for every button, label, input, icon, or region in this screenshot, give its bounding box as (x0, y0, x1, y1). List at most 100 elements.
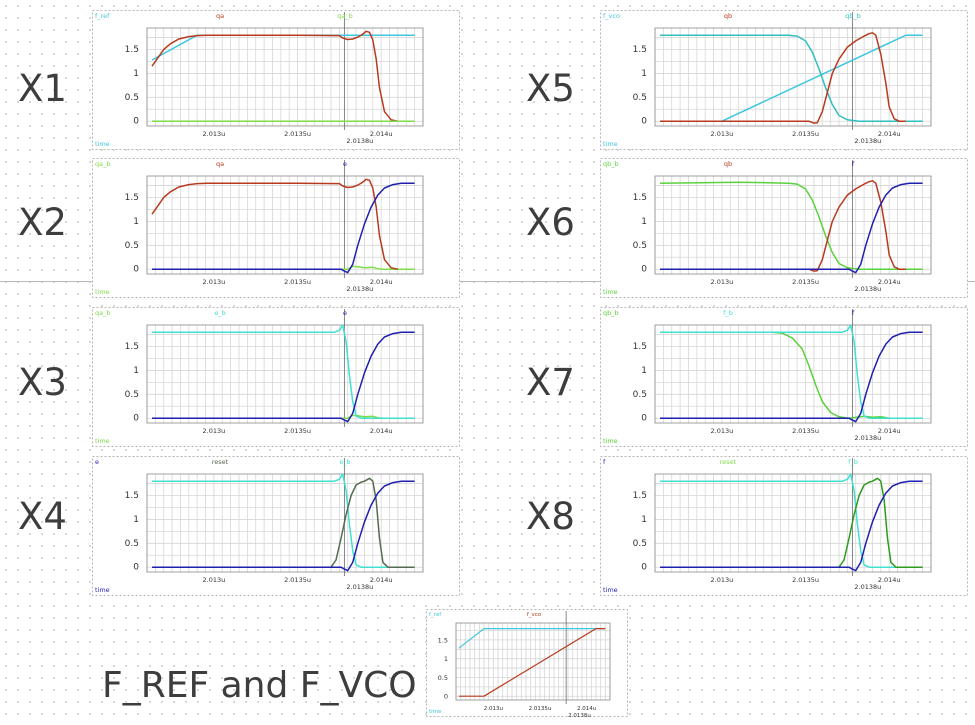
y-tick-label: 0 (641, 117, 647, 127)
legend-label: f_ref (95, 12, 110, 20)
y-tick-label: 1.5 (125, 342, 139, 352)
series-line-e (152, 331, 415, 423)
legend-label: qb_b (603, 309, 619, 317)
x-tick-label: 2.013u (203, 427, 226, 435)
label-x6: X6 (526, 201, 575, 244)
panel-frame (92, 307, 460, 447)
series-line-qa (151, 30, 399, 122)
y-tick-label: 0.5 (633, 539, 647, 549)
y-tick-label: 0 (641, 265, 647, 275)
x-tick-label: 2.014u (370, 278, 393, 286)
series-line-f (660, 331, 923, 423)
x-tick-label: 2.013u (203, 576, 226, 584)
legend-label: f (852, 160, 855, 168)
panel-frame (426, 609, 628, 717)
plot-area (654, 473, 932, 573)
y-tick-label: 0 (444, 693, 448, 701)
legend-label: e_b (214, 309, 225, 317)
y-tick-label: 0.5 (633, 241, 647, 251)
x-axis-label: time (95, 140, 110, 148)
y-tick-label: 1 (133, 366, 139, 376)
legend-label: e (343, 160, 347, 168)
x-tick-label: 2.013u (711, 576, 734, 584)
label-x2: X2 (18, 201, 67, 244)
legend-label: e (343, 309, 347, 317)
legend-label: qb_b (603, 160, 619, 168)
series-line-qb-b (660, 331, 923, 419)
x-tick-label: 2.014u (878, 130, 901, 138)
x-tick-label: 2.0135u (792, 427, 819, 435)
x-tick-label: 2.014u (878, 278, 901, 286)
legend-label: qa (216, 160, 224, 168)
legend-label: f_vco (603, 12, 620, 20)
x-axis-label: time (95, 288, 110, 296)
series-line-qb (660, 32, 906, 124)
plot-area (146, 324, 424, 424)
y-tick-label: 0 (133, 117, 139, 127)
x-tick-label: 2.013u (203, 278, 226, 286)
label-x7: X7 (526, 361, 575, 404)
series-line-qa-b (152, 265, 415, 270)
x-tick-label: 2.014u (370, 576, 393, 584)
series-line-e (152, 182, 415, 274)
y-tick-label: 0 (641, 414, 647, 424)
y-tick-label: 0 (133, 265, 139, 275)
y-tick-label: 1 (641, 366, 647, 376)
panel-frame (600, 307, 968, 447)
x-axis-label: time (603, 288, 618, 296)
label-x8: X8 (526, 495, 575, 538)
y-tick-label: 1 (133, 515, 139, 525)
y-tick-label: 0.5 (125, 241, 139, 251)
caption-fref-fvco: F_REF and F_VCO (102, 665, 417, 706)
cursor-marker-label: 2.0138u (346, 583, 373, 591)
cursor-marker-label: 2.0138u (854, 583, 881, 591)
y-tick-label: 0.5 (125, 539, 139, 549)
legend-label: f_ref (429, 612, 442, 618)
plot-area (146, 175, 424, 275)
plot-area (654, 27, 932, 127)
x-tick-label: 2.0135u (792, 576, 819, 584)
x-tick-label: 2.0135u (792, 278, 819, 286)
cursor-marker-label: 2.0138u (568, 713, 591, 719)
y-tick-label: 0 (133, 563, 139, 573)
legend-label: qa_b (337, 12, 353, 20)
legend-label: qb_b (845, 12, 861, 20)
x-axis-label: time (603, 586, 618, 594)
panel-frame (92, 158, 460, 298)
panel-frame (600, 456, 968, 596)
series-line-f-b (660, 473, 923, 568)
y-tick-label: 1 (641, 217, 647, 227)
legend-label: reset (212, 458, 229, 466)
legend-label: f_b (848, 458, 858, 466)
plot-area (146, 27, 424, 127)
x-tick-label: 2.013u (711, 278, 734, 286)
label-x4: X4 (18, 495, 67, 538)
y-tick-label: 1.5 (125, 491, 139, 501)
legend-label: reset (720, 458, 737, 466)
legend-label: e (95, 458, 99, 466)
legend-label: f_b (723, 309, 733, 317)
x-tick-label: 2.0135u (284, 576, 311, 584)
series-line-f (660, 480, 923, 572)
x-axis-label: time (95, 586, 110, 594)
y-tick-label: 1 (641, 515, 647, 525)
y-tick-label: 0.5 (125, 93, 139, 103)
cursor-marker-label: 2.0138u (346, 137, 373, 145)
x-axis-label: time (429, 709, 442, 715)
series-line-qa (151, 178, 399, 270)
legend-label: qb (724, 160, 732, 168)
legend-label: qb (724, 12, 732, 20)
x-axis-label: time (603, 140, 618, 148)
label-x1: X1 (18, 67, 67, 110)
y-tick-label: 1 (641, 69, 647, 79)
y-tick-label: 1.5 (125, 193, 139, 203)
y-tick-label: 1.5 (125, 45, 139, 55)
series-line-e-b (152, 473, 415, 568)
legend-label: qa_b (95, 160, 111, 168)
series-line-qb-b (660, 34, 923, 122)
